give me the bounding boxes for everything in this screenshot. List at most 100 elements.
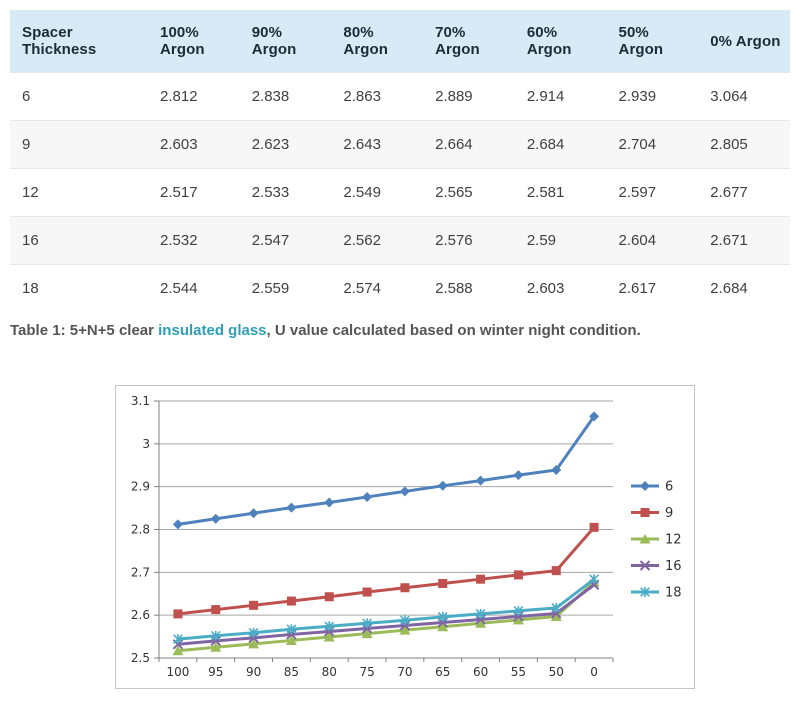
square-marker xyxy=(513,570,523,580)
table-row: 18 2.544 2.559 2.574 2.588 2.603 2.617 2.684 xyxy=(10,264,790,312)
column-header: 50% Argon xyxy=(606,10,699,73)
column-header: 60% Argon xyxy=(514,10,607,73)
u-value-cell: 2.889 xyxy=(435,88,473,105)
u-value-cell: 2.677 xyxy=(710,184,748,201)
asterisk-marker xyxy=(248,627,259,638)
legend-item-6: 6 xyxy=(631,480,673,495)
triangle-marker xyxy=(323,632,335,642)
insulated-glass-link[interactable]: insulated glass xyxy=(158,322,267,339)
u-value-cell: 2.549 xyxy=(343,184,381,201)
u-value-cell: 2.643 xyxy=(343,136,381,153)
diamond-marker xyxy=(589,411,600,422)
x-axis-tick-label: 95 xyxy=(208,665,223,679)
column-header: Spacer Thickness xyxy=(10,10,148,73)
triangle-marker xyxy=(550,611,562,621)
series-6 xyxy=(172,411,600,530)
square-marker xyxy=(173,609,183,619)
diamond-marker xyxy=(640,481,650,491)
y-axis-tick-label: 2.8 xyxy=(131,523,150,537)
table-row: 6 2.812 2.838 2.863 2.889 2.914 2.939 3.064 xyxy=(10,72,790,121)
u-value-cell: 2.623 xyxy=(251,136,290,153)
table-body: 6 2.812 2.838 2.863 2.889 2.914 2.939 3.064 9 2.6… xyxy=(10,72,790,312)
asterisk-marker xyxy=(551,602,562,613)
series-12 xyxy=(172,577,600,656)
x-axis-tick-label: 85 xyxy=(284,665,299,679)
square-marker xyxy=(249,600,259,610)
legend-item-16: 16 xyxy=(631,559,682,574)
legend-label: 12 xyxy=(665,533,682,548)
u-value-cell: 2.863 xyxy=(343,88,381,105)
diamond-marker xyxy=(513,470,524,481)
square-marker xyxy=(476,574,486,584)
u-value-cell: 2.812 xyxy=(160,88,198,105)
caption-suffix: , U value calculated based on winter nig… xyxy=(266,322,641,339)
column-header: 0% Argon xyxy=(698,10,790,73)
u-value-cell: 2.939 xyxy=(618,88,657,105)
square-marker xyxy=(438,578,448,588)
square-marker xyxy=(400,583,410,593)
legend-label: 16 xyxy=(665,559,682,574)
u-value-cell: 2.532 xyxy=(160,232,198,249)
u-value-cell: 2.576 xyxy=(435,232,473,249)
asterisk-marker xyxy=(286,624,297,635)
asterisk-marker xyxy=(437,611,448,622)
u-value-table-wrap: Spacer Thickness 100% Argon 90% Argon 80% A… xyxy=(10,10,790,312)
column-header: 70% Argon xyxy=(423,10,515,73)
triangle-marker xyxy=(285,635,297,645)
y-axis-tick-label: 2.6 xyxy=(131,608,150,622)
triangle-marker xyxy=(639,534,651,544)
u-value-table: Spacer Thickness 100% Argon 90% Argon 80% A… xyxy=(10,10,790,312)
x-axis-tick-label: 50 xyxy=(549,665,564,679)
u-value-cell: 2.664 xyxy=(435,136,473,153)
legend-item-12: 12 xyxy=(631,533,682,548)
legend: 6 9 12 16 18 xyxy=(631,480,682,601)
u-value-cell: 2.684 xyxy=(526,136,565,153)
axes: 2.5 2.6 2.7 2.8 2.9 3 3.1 100 95 90 85 80 75 70 65 60 55… xyxy=(131,394,614,679)
caption-prefix: Table 1: 5+N+5 clear xyxy=(10,322,159,339)
x-axis-tick-label: 75 xyxy=(359,665,374,679)
spacer-thickness-cell: 12 xyxy=(22,184,39,201)
u-value-cell: 2.838 xyxy=(251,88,290,105)
diamond-marker xyxy=(210,513,221,524)
asterisk-marker xyxy=(324,621,335,632)
u-value-cell: 2.517 xyxy=(160,184,198,201)
table-row: 9 2.603 2.623 2.643 2.664 2.684 2.704 2.805 xyxy=(10,120,790,169)
u-value-cell: 2.603 xyxy=(160,136,198,153)
u-value-cell: 2.604 xyxy=(618,232,657,249)
u-value-cell: 2.574 xyxy=(343,280,381,297)
triangle-marker xyxy=(248,638,260,649)
diamond-marker xyxy=(437,480,448,491)
x-axis-tick-label: 100 xyxy=(166,665,189,679)
y-axis-tick-label: 2.5 xyxy=(131,651,150,665)
x-marker xyxy=(639,560,651,571)
diamond-marker xyxy=(172,519,183,530)
y-axis-tick-label: 3.1 xyxy=(131,394,150,408)
spacer-thickness-cell: 6 xyxy=(22,88,31,105)
asterisk-marker xyxy=(589,574,599,585)
legend-item-18: 18 xyxy=(631,586,682,601)
table-caption: Table 1: 5+N+5 clear insulated glass, U … xyxy=(10,322,641,339)
x-axis-tick-label: 80 xyxy=(322,665,337,679)
asterisk-marker xyxy=(173,634,183,645)
square-marker xyxy=(211,605,221,615)
y-axis-tick-label: 2.9 xyxy=(131,480,150,494)
square-marker xyxy=(362,587,372,597)
asterisk-marker xyxy=(400,615,410,626)
legend-label: 9 xyxy=(665,506,673,521)
x-axis-tick-label: 90 xyxy=(246,665,261,679)
y-axis-tick-label: 3 xyxy=(142,437,150,451)
asterisk-marker xyxy=(513,605,524,616)
u-value-cell: 2.562 xyxy=(343,232,381,249)
diamond-marker xyxy=(362,491,373,502)
u-value-cell: 2.597 xyxy=(618,184,657,201)
square-marker xyxy=(640,508,650,517)
square-marker xyxy=(589,522,599,532)
x-axis-tick-label: 0 xyxy=(590,665,598,679)
column-header: 80% Argon xyxy=(331,10,424,73)
u-value-cell: 3.064 xyxy=(710,88,748,105)
legend-label: 6 xyxy=(665,480,673,495)
u-value-cell: 2.704 xyxy=(618,136,657,153)
series-9 xyxy=(173,522,599,619)
